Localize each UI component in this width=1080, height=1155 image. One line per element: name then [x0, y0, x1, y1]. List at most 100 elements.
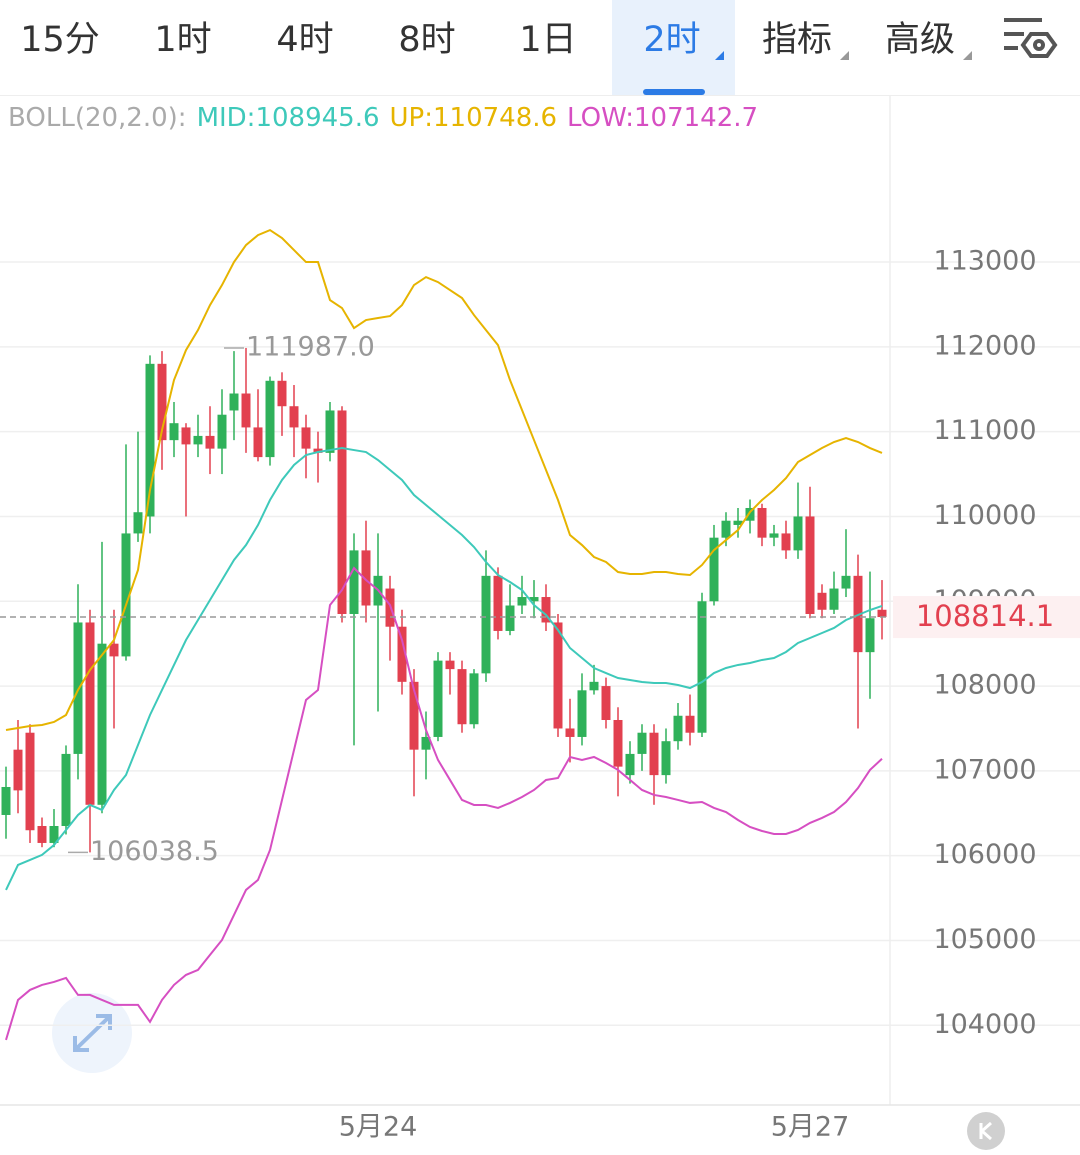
candle-body	[169, 423, 179, 441]
tab[interactable]: 1日	[519, 20, 576, 60]
candle-body	[553, 622, 563, 729]
x-tick-label: 5月24	[339, 1112, 418, 1143]
candle-body	[709, 537, 719, 602]
last-price-box	[893, 596, 1080, 639]
tab[interactable]: 4时	[276, 20, 333, 60]
candle-body	[469, 673, 479, 725]
candle-body	[121, 533, 131, 657]
boll-line	[5, 228, 883, 731]
candle-body	[745, 507, 755, 521]
indicator-label: BOLL(20,2.0):	[8, 103, 187, 133]
extreme-label: 111987.0	[246, 331, 375, 362]
candle-body	[361, 550, 371, 606]
settings-icon[interactable]	[1004, 18, 1058, 58]
legend-name: MID:	[197, 103, 256, 133]
dropdown-caret	[963, 51, 972, 60]
candle-body	[241, 393, 251, 428]
candle-body	[613, 719, 623, 767]
candle-body	[805, 516, 815, 614]
candle-body	[325, 410, 335, 453]
candle-body	[769, 533, 779, 538]
y-tick-label: 113000	[933, 246, 1036, 277]
y-tick-label: 110000	[933, 500, 1036, 531]
x-tick-label: 5月27	[771, 1112, 850, 1143]
tab[interactable]: 1时	[154, 20, 211, 60]
legend-value: 107142.7	[634, 103, 758, 133]
candle-body	[217, 414, 227, 449]
candle-body	[841, 575, 851, 589]
candle-body	[457, 669, 467, 725]
candle-body	[313, 448, 323, 453]
candle-body	[157, 363, 167, 441]
y-tick-label: 105000	[933, 924, 1036, 955]
legend-value: 108945.6	[255, 103, 379, 133]
boll-line	[5, 566, 883, 1041]
candle-body	[517, 597, 527, 606]
y-tick-label: 106000	[933, 839, 1036, 870]
candle-body	[85, 622, 95, 805]
candle-body	[109, 643, 119, 657]
tab[interactable]: 8时	[398, 20, 455, 60]
candle-body	[97, 643, 107, 805]
active-tab-bg	[612, 0, 735, 95]
candle-body	[145, 363, 155, 517]
tab[interactable]: 15分	[20, 20, 100, 60]
candle-body	[601, 686, 611, 720]
y-tick-label: 104000	[933, 1009, 1036, 1040]
candle-body	[205, 435, 215, 449]
candle-body	[253, 427, 263, 458]
candle-body	[397, 626, 407, 682]
candle-body	[193, 435, 203, 445]
candle-body	[637, 732, 647, 754]
y-tick-label: 107000	[933, 754, 1036, 785]
y-tick-label: 111000	[933, 415, 1036, 446]
candle-body	[793, 516, 803, 551]
candle-body	[133, 512, 143, 534]
legend-value: 110748.6	[433, 103, 557, 133]
tab[interactable]: 2时	[643, 20, 700, 60]
candle-body	[625, 753, 635, 776]
candle-body	[289, 406, 299, 428]
tab[interactable]: 高级	[885, 20, 955, 60]
candle-body	[493, 575, 503, 631]
candle-body	[277, 380, 287, 407]
tab[interactable]: 指标	[762, 20, 832, 60]
back-to-latest-button[interactable]	[967, 1112, 1005, 1150]
candle-body	[1, 786, 11, 815]
candle-body	[829, 588, 839, 610]
extreme-label: 106038.5	[90, 836, 219, 867]
candle-body	[349, 550, 359, 614]
y-tick-label: 108000	[933, 670, 1036, 701]
indicator-legend: BOLL(20,2.0): MID:108945.6 UP:110748.6 LOW:…	[8, 103, 758, 133]
candle-body	[37, 825, 47, 843]
back-icon	[979, 1121, 992, 1141]
y-tick-label: 112000	[933, 330, 1036, 361]
candle-body	[577, 690, 587, 737]
candle-body	[529, 597, 539, 602]
candle-body	[445, 660, 455, 670]
candle-body	[649, 732, 659, 776]
candle-body	[25, 732, 35, 831]
active-tab-underline	[643, 89, 705, 95]
candle-body	[673, 715, 683, 742]
candle-body	[61, 753, 71, 826]
last-price-label: 108814.1	[916, 599, 1054, 633]
candle-body	[301, 427, 311, 449]
candle-body	[757, 507, 767, 538]
candle-body	[265, 380, 275, 458]
candle-body	[421, 736, 431, 750]
candle-body	[409, 681, 419, 750]
candle-body	[589, 681, 599, 691]
candle-body	[49, 825, 59, 843]
legend-name: UP:	[390, 103, 433, 133]
candle-body	[721, 520, 731, 538]
candle-body	[865, 618, 875, 653]
candle-body	[781, 533, 791, 551]
boll-line	[5, 447, 883, 891]
candle-body	[565, 728, 575, 737]
dropdown-caret	[715, 51, 724, 60]
candle-body	[733, 520, 743, 525]
candle-body	[541, 597, 551, 623]
